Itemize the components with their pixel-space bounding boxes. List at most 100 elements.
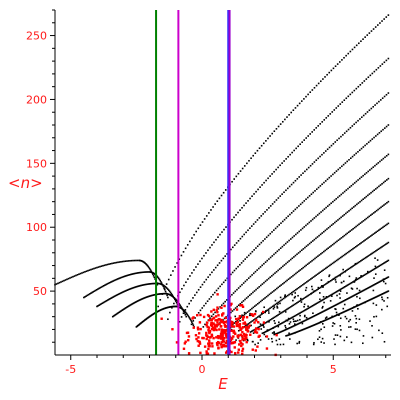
scatter-point: [271, 332, 274, 334]
curve-point: [376, 102, 378, 105]
curve-point: [296, 232, 299, 234]
curve-point: [309, 91, 312, 93]
curve-point: [294, 179, 297, 182]
curve-point: [307, 326, 310, 329]
curve-point: [319, 123, 322, 125]
curve-point: [191, 322, 194, 325]
curve-point: [157, 277, 160, 280]
red-point: [245, 333, 248, 337]
red-point: [216, 321, 219, 324]
curve-point: [210, 315, 213, 318]
red-point: [199, 313, 202, 317]
scatter-point: [339, 297, 341, 299]
red-point: [185, 331, 189, 335]
curve-point: [169, 311, 171, 314]
curve-point: [235, 175, 238, 178]
curve-point: [349, 126, 352, 129]
scatter-point: [303, 305, 305, 308]
curve-point: [127, 288, 130, 291]
curve-point: [160, 281, 162, 283]
curve-point: [172, 296, 174, 298]
scatter-point: [279, 302, 281, 305]
curve-point: [285, 295, 288, 298]
curve-point: [289, 238, 292, 240]
curve-point: [148, 295, 151, 298]
curve-point: [254, 270, 257, 273]
red-point: [225, 350, 229, 353]
curve-point: [334, 260, 337, 263]
curve-point: [302, 248, 305, 250]
curve-point: [319, 155, 321, 158]
curve-point: [129, 288, 132, 290]
curve-point: [124, 275, 126, 278]
scatter-point: [246, 339, 249, 342]
curve-point: [129, 273, 132, 276]
curve-point: [330, 294, 332, 296]
curve-point: [382, 226, 384, 229]
curve-point: [304, 296, 307, 298]
curve-point: [300, 249, 303, 252]
curve-point: [209, 317, 211, 319]
curve-point: [321, 209, 324, 212]
scatter-point: [374, 273, 377, 275]
scatter-point: [242, 339, 245, 342]
curve-point: [347, 297, 349, 300]
scatter-point: [342, 268, 344, 271]
scatter-point: [325, 316, 328, 318]
curve-point: [277, 324, 280, 326]
scatter-point: [313, 341, 315, 344]
curve-point: [207, 276, 209, 278]
curve-point: [331, 262, 334, 265]
scatter-point: [284, 295, 286, 298]
curve-point: [101, 302, 104, 305]
curve-point: [316, 214, 319, 216]
red-point: [235, 324, 239, 327]
curve-point: [230, 273, 232, 276]
curve-point: [354, 294, 356, 296]
curve-point: [201, 221, 204, 223]
curve-point: [339, 273, 342, 275]
curve-point: [323, 119, 326, 121]
red-point: [241, 352, 244, 356]
curve-point: [153, 276, 156, 279]
curve-point: [269, 175, 271, 177]
red-point: [214, 315, 218, 318]
curve-point: [293, 315, 296, 317]
curve-point: [326, 228, 328, 230]
curve-point: [108, 298, 110, 301]
curve-point: [233, 216, 235, 219]
curve-point: [210, 296, 212, 298]
curve-point: [76, 274, 79, 276]
curve-point: [298, 330, 300, 333]
curve-point: [151, 294, 153, 297]
curve-point: [331, 111, 334, 113]
curve-point: [361, 275, 363, 278]
curve-point: [313, 314, 316, 317]
curve-point: [345, 189, 348, 191]
curve-point: [280, 299, 282, 302]
red-point: [232, 330, 236, 334]
curve-point: [297, 301, 299, 303]
curve-point: [220, 194, 223, 197]
curve-point: [241, 235, 244, 238]
red-point: [239, 328, 242, 332]
curve-point: [349, 296, 351, 299]
red-point: [202, 315, 206, 319]
curve-point: [157, 293, 160, 295]
scatter-point: [254, 310, 257, 312]
curve-point: [154, 293, 156, 296]
scatter-point: [322, 296, 325, 298]
curve-point: [188, 317, 191, 319]
curve-point: [322, 310, 324, 313]
curve-point: [103, 264, 106, 267]
scatter-point: [335, 311, 338, 314]
curve-point: [373, 136, 375, 139]
curve-point: [251, 195, 253, 198]
curve-point: [157, 276, 159, 279]
curve-point: [370, 167, 373, 170]
scatter-point: [298, 340, 301, 343]
curve-point: [367, 76, 370, 79]
curve-point: [367, 141, 370, 144]
curve-point: [285, 158, 287, 160]
curve-point: [355, 152, 357, 155]
